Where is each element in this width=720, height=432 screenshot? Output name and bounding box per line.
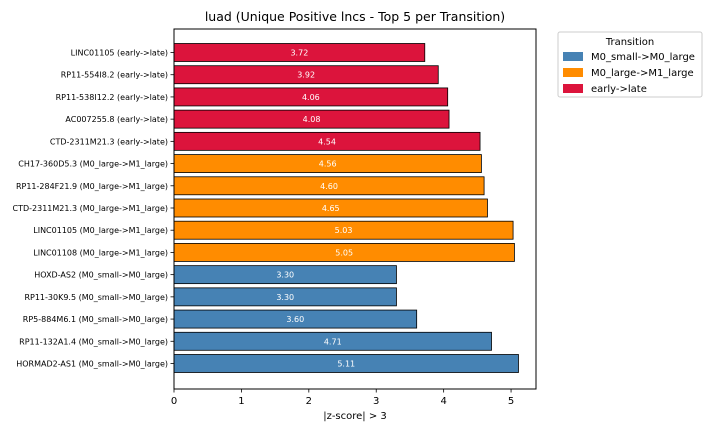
bar-value-label-6: 4.56 (319, 160, 337, 169)
legend-frame (557, 31, 703, 98)
plot-frame (173, 28, 537, 390)
bar-value-label-14: 4.71 (324, 337, 342, 346)
legend-swatch-2 (563, 68, 583, 77)
category-label-5: CTD-2311M21.3 (early->late) (50, 137, 168, 146)
legend-label-3: early->late (591, 84, 647, 95)
category-label-9: LINC01105 (M0_large->M1_large) (33, 226, 168, 235)
bar-value-label-5: 4.54 (318, 137, 336, 146)
x-axis-ticks: 0 1 2 3 4 5 (171, 389, 514, 407)
category-label-12: RP11-30K9.5 (M0_small->M0_large) (24, 293, 168, 302)
bar-value-label-2: 3.92 (297, 71, 315, 80)
legend-label-1: M0_small->M0_large (591, 52, 695, 63)
bar-value-label-12: 3.30 (276, 293, 294, 302)
category-label-11: HOXD-AS2 (M0_small->M0_large) (34, 271, 168, 280)
bar-value-label-13: 3.60 (286, 315, 304, 324)
category-label-14: RP11-132A1.4 (M0_small->M0_large) (19, 337, 168, 346)
category-label-3: RP11-538I12.2 (early->late) (56, 93, 168, 102)
x-tick-label-4: 3 (373, 396, 379, 407)
bar-value-label-10: 5.05 (335, 248, 353, 257)
legend-label-2: M0_large->M1_large (591, 68, 694, 79)
category-label-8: CTD-2311M21.3 (M0_large->M1_large) (13, 204, 169, 213)
category-label-15: HORMAD2-AS1 (M0_small->M0_large) (16, 360, 168, 369)
bar-value-label-3: 4.06 (302, 93, 320, 102)
category-label-13: RP5-884M6.1 (M0_small->M0_large) (23, 315, 168, 324)
category-label-10: LINC01108 (M0_large->M1_large) (33, 248, 168, 257)
bar-value-label-1: 3.72 (290, 49, 308, 58)
category-label-6: CH17-360D5.3 (M0_large->M1_large) (18, 160, 168, 169)
legend: Transition M0_small->M0_large M0_large->M… (557, 31, 703, 98)
chart-title: luad (Unique Positive lncs - Top 5 per T… (205, 9, 505, 24)
legend-swatch-1 (563, 52, 583, 61)
category-label-7: RP11-284F21.9 (M0_large->M1_large) (16, 182, 168, 191)
x-tick-label-5: 4 (440, 396, 446, 407)
x-tick-label-6: 5 (508, 396, 514, 407)
bars-group: 3.72 3.92 4.06 4.08 4.54 4.56 4.60 4.65 5.03 5.05… (173, 43, 519, 373)
bar-value-label-7: 4.60 (320, 182, 338, 191)
category-label-1: LINC01105 (early->late) (71, 49, 168, 58)
legend-title: Transition (605, 37, 654, 48)
bar-value-label-9: 5.03 (335, 226, 353, 235)
bar-value-label-4: 4.08 (303, 115, 321, 124)
x-tick-label-2: 1 (238, 396, 244, 407)
bar-value-label-8: 4.65 (322, 204, 340, 213)
category-label-4: AC007255.8 (early->late) (65, 115, 168, 124)
x-axis-label: |z-score| > 3 (323, 411, 387, 422)
bar-value-label-11: 3.30 (276, 271, 294, 280)
category-label-2: RP11-554I8.2 (early->late) (61, 71, 168, 80)
category-labels: LINC01105 (early->late) RP11-554I8.2 (ear… (13, 49, 174, 369)
legend-entries: M0_small->M0_large M0_large->M1_largeearl… (563, 52, 695, 95)
legend-swatch-3 (563, 84, 583, 93)
x-tick-label-1: 0 (171, 396, 177, 407)
x-tick-label-3: 2 (306, 396, 312, 407)
bar-value-label-15: 5.11 (337, 360, 355, 369)
